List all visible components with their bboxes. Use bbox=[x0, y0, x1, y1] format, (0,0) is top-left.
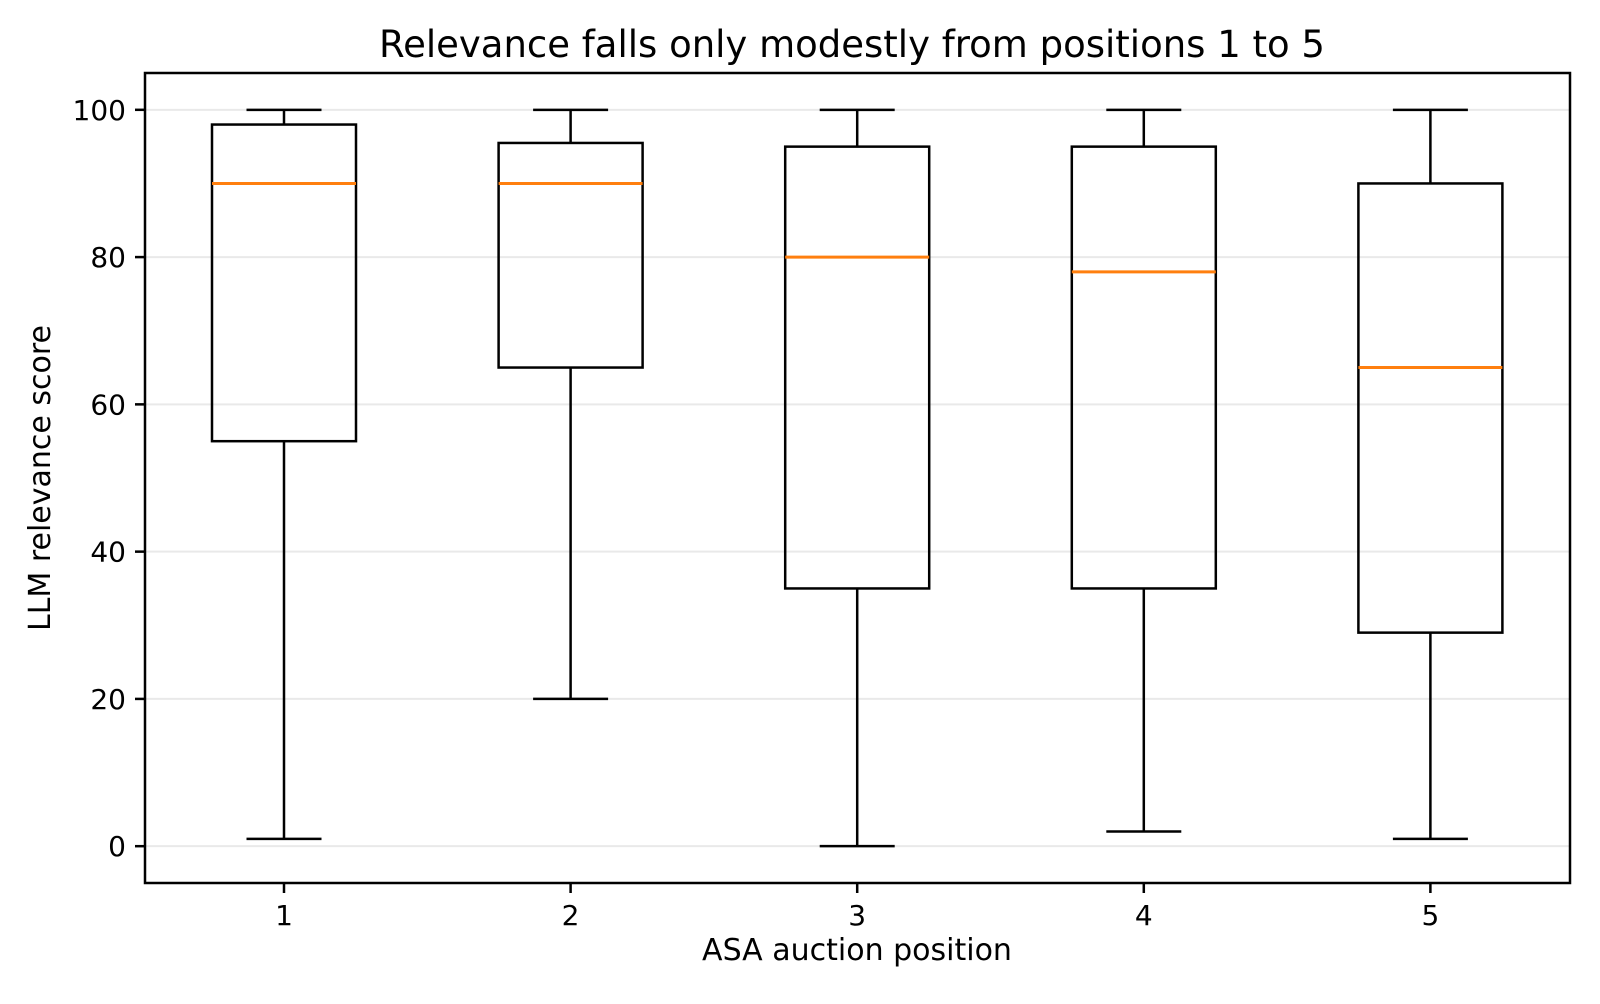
y-tick-label-40: 40 bbox=[90, 536, 126, 569]
y-tick-label-100: 100 bbox=[73, 94, 126, 127]
boxplot-position-2 bbox=[497, 108, 644, 701]
iqr-box bbox=[210, 123, 358, 443]
chart-title: Relevance falls only modestly from posit… bbox=[379, 23, 1325, 66]
y-axis-label: LLM relevance score bbox=[23, 325, 58, 631]
boxplot-position-4 bbox=[1070, 108, 1218, 833]
tick-layer: 0 20 40 60 80 100 1 2 3 4 5 bbox=[73, 94, 1440, 932]
iqr-box bbox=[497, 141, 644, 369]
y-tick-label-0: 0 bbox=[108, 830, 126, 863]
x-tick-label-1: 1 bbox=[275, 899, 293, 932]
x-tick-label-3: 3 bbox=[848, 899, 866, 932]
iqr-box bbox=[783, 145, 931, 590]
x-tick-label-5: 5 bbox=[1421, 899, 1439, 932]
iqr-box bbox=[1357, 182, 1504, 634]
y-tick-label-80: 80 bbox=[90, 241, 126, 274]
x-axis-label: ASA auction position bbox=[702, 933, 1012, 968]
iqr-box bbox=[1070, 145, 1218, 590]
x-tick-label-4: 4 bbox=[1135, 899, 1153, 932]
boxplot-position-5 bbox=[1357, 108, 1504, 841]
boxplot-position-3 bbox=[783, 108, 931, 848]
box-layer bbox=[210, 108, 1504, 848]
y-tick-label-20: 20 bbox=[90, 683, 126, 716]
boxplot-position-1 bbox=[210, 108, 358, 841]
x-tick-label-2: 2 bbox=[562, 899, 580, 932]
y-tick-label-60: 60 bbox=[90, 388, 126, 421]
